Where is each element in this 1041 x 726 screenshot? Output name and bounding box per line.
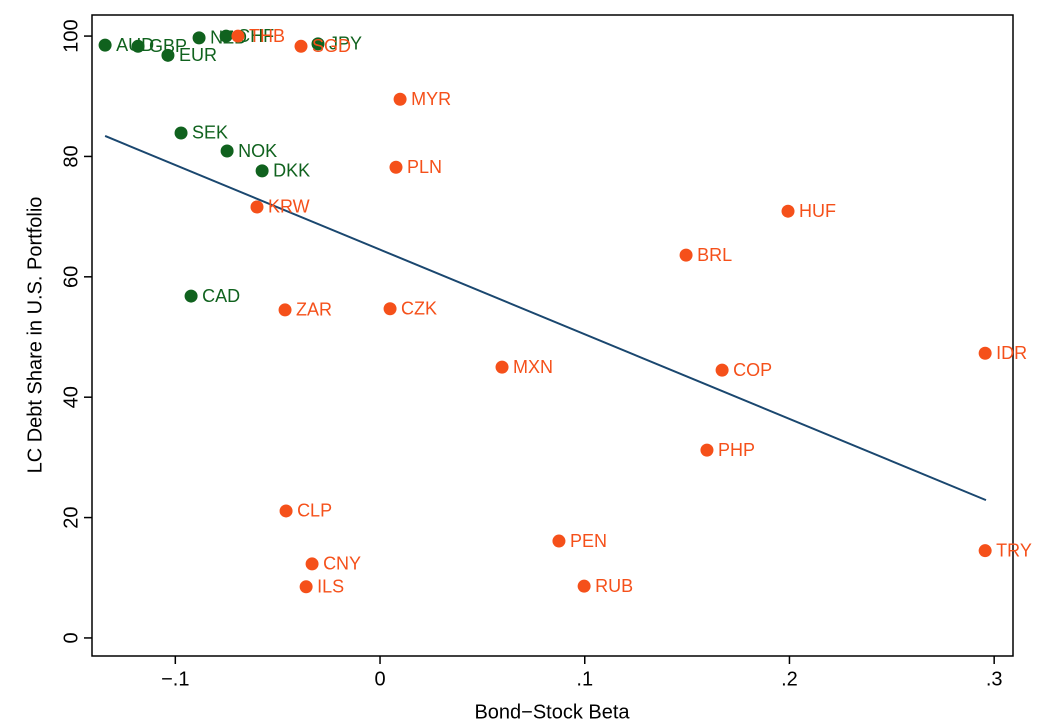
x-tick-label: .3 [986,668,1003,690]
point [978,346,992,360]
point [393,92,407,106]
x-tick-label: .1 [576,668,593,690]
point-label: CAD [202,286,240,306]
point-label: RUB [595,576,633,596]
point [161,48,175,62]
point-label: NOK [238,141,277,161]
point-label: DKK [273,161,310,181]
point [311,37,325,51]
y-tick-label: 80 [60,145,82,167]
point-label: CHF [237,26,274,46]
point [552,534,566,548]
point-label: CZK [401,298,437,318]
y-tick-label: 60 [60,266,82,288]
y-tick-label: 100 [60,19,82,52]
point-label: SGD [312,36,351,56]
point-label: COP [733,360,772,380]
point-label: PHP [718,440,755,460]
point-label: TRY [996,540,1032,560]
point-label: EUR [179,45,217,65]
point [220,144,234,158]
point-label: THB [249,26,285,46]
point [700,443,714,457]
plot-frame [91,14,1014,657]
x-tick-label: .2 [781,668,798,690]
point-label: ILS [317,577,344,597]
point-label: JPY [329,34,362,54]
y-tick-label: 20 [60,506,82,528]
point-label: CNY [323,554,361,574]
point-label: PLN [407,157,442,177]
point [781,204,795,218]
point-label: BRL [697,245,732,265]
point [219,29,233,43]
point [577,579,591,593]
point [184,289,198,303]
point [495,360,509,374]
point-label: SEK [192,123,228,143]
point [250,200,264,214]
y-axis-title: LC Debt Share in U.S. Portfolio [24,197,46,474]
point-label: ZAR [296,300,332,320]
point [389,160,403,174]
point [278,303,292,317]
point [255,164,269,178]
x-axis-title: Bond−Stock Beta [474,701,630,723]
point-label: PEN [570,531,607,551]
point [279,504,293,518]
point [192,31,206,45]
point-label: HUF [799,201,836,221]
point [679,248,693,262]
point-label: KRW [268,197,310,217]
point [231,29,245,43]
point-label: CLP [297,501,332,521]
point [294,39,308,53]
point [305,557,319,571]
point [978,544,992,558]
point-label: GBP [149,36,187,56]
point [299,580,313,594]
point-label: MYR [411,89,451,109]
y-tick-label: 0 [60,632,82,643]
point [131,39,145,53]
point [174,126,188,140]
y-tick-label: 40 [60,386,82,408]
x-tick-label: 0 [374,668,385,690]
fit-line [104,135,987,502]
point [383,302,397,316]
x-tick-label: −.1 [161,668,189,690]
point [715,363,729,377]
point-label: MXN [513,357,553,377]
point [98,38,112,52]
point-label: IDR [996,343,1027,363]
